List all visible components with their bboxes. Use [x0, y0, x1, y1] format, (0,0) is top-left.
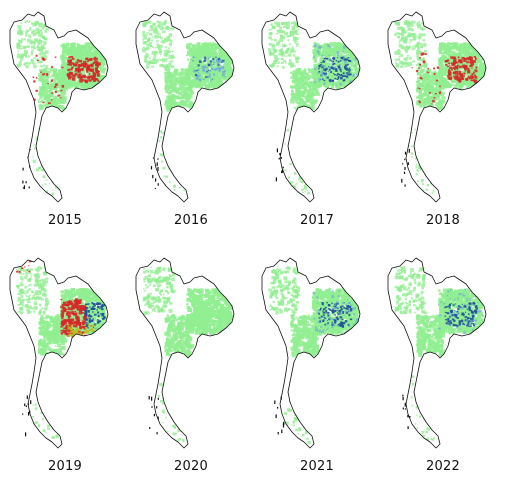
island-marks — [274, 396, 285, 435]
year-label-2021: 2021 — [300, 459, 334, 474]
map-panel-2016: 2016 — [128, 8, 254, 251]
year-label-2018: 2018 — [426, 213, 460, 228]
thailand-map-2021 — [261, 257, 361, 449]
map-panel-2018: 2018 — [380, 8, 505, 251]
country-outline — [9, 11, 109, 203]
land-cover-layer — [394, 20, 486, 197]
island-marks — [22, 395, 32, 437]
island-marks — [22, 149, 31, 190]
country-outline — [9, 257, 109, 449]
land-cover-layer — [16, 20, 108, 198]
year-label-2015: 2015 — [48, 213, 82, 228]
land-cover-layer — [142, 20, 234, 198]
land-cover-layer — [16, 260, 108, 444]
year-label-2022: 2022 — [426, 459, 460, 474]
island-marks — [148, 396, 159, 435]
thailand-map-2016 — [135, 11, 235, 203]
year-label-2020: 2020 — [174, 459, 208, 474]
thailand-map-2015 — [9, 11, 109, 203]
thailand-map-2020 — [135, 257, 235, 449]
map-panel-2019: 2019 — [2, 254, 128, 497]
year-label-2017: 2017 — [300, 213, 334, 228]
country-outline — [261, 11, 361, 203]
thailand-map-2018 — [387, 11, 487, 203]
year-label-2019: 2019 — [48, 459, 82, 474]
map-panel-2022: 2022 — [380, 254, 505, 497]
country-outline — [387, 257, 487, 449]
year-label-2016: 2016 — [174, 213, 208, 228]
thailand-map-2017 — [261, 11, 361, 203]
country-outline — [135, 257, 235, 449]
island-marks — [401, 149, 410, 187]
island-marks — [275, 148, 284, 182]
map-panel-2021: 2021 — [254, 254, 380, 497]
map-panel-2017: 2017 — [254, 8, 380, 251]
country-outline — [261, 257, 361, 449]
thailand-map-2022 — [387, 257, 487, 449]
island-marks — [402, 394, 411, 429]
land-cover-layer — [142, 266, 234, 443]
map-panel-2015: 2015 — [2, 8, 128, 251]
map-panel-2020: 2020 — [128, 254, 254, 497]
small-multiple-map-grid: 2015 2016 2017 2018 2019 2020 2021 2022 — [2, 8, 505, 474]
thailand-map-2019 — [9, 257, 109, 449]
country-outline — [387, 11, 487, 203]
country-outline — [135, 11, 235, 203]
island-marks — [150, 157, 159, 189]
